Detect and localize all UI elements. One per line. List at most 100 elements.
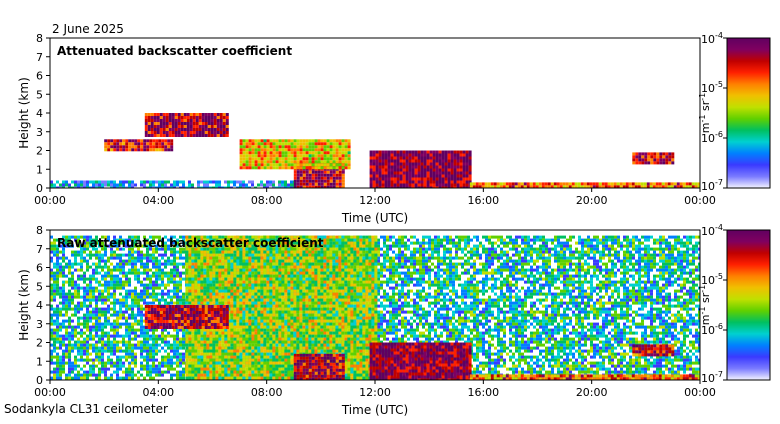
heatmap-cell: [179, 281, 182, 284]
heatmap-cell: [137, 293, 140, 296]
heatmap-cell: [113, 284, 116, 287]
heatmap-cell: [98, 296, 101, 299]
heatmap-cell: [176, 284, 179, 287]
heatmap-cell: [62, 281, 65, 284]
heatmap-cell: [249, 139, 252, 142]
heatmap-cell: [128, 272, 131, 275]
heatmap-cell: [155, 251, 158, 254]
heatmap-cell: [122, 139, 125, 142]
heatmap-cell: [163, 116, 166, 119]
heatmap-cell: [104, 362, 107, 365]
heatmap-cell: [158, 293, 161, 296]
heatmap-cell: [321, 183, 324, 186]
heatmap-cell: [345, 160, 348, 163]
heatmap-cell: [554, 182, 557, 185]
heatmap-cell: [197, 181, 200, 184]
heatmap-cell: [261, 139, 264, 142]
heatmap-cell: [463, 163, 466, 166]
heatmap-cell: [656, 182, 659, 185]
heatmap-cell: [202, 113, 205, 116]
heatmap-cell: [113, 311, 116, 314]
heatmap-cell: [140, 254, 143, 257]
heatmap-cell: [56, 365, 59, 368]
heatmap-cell: [297, 142, 300, 145]
heatmap-cell: [65, 338, 68, 341]
heatmap-cell: [122, 272, 125, 275]
heatmap-cell: [297, 174, 300, 177]
heatmap-cell: [312, 148, 315, 151]
heatmap-cell: [418, 178, 421, 181]
heatmap-cell: [65, 356, 68, 359]
heatmap-cell: [176, 290, 179, 293]
heatmap-cell: [65, 305, 68, 308]
heatmap-cell: [370, 175, 373, 178]
heatmap-cell: [152, 335, 155, 338]
heatmap-cell: [488, 182, 491, 185]
heatmap-cell: [215, 181, 218, 184]
heatmap-cell: [264, 139, 267, 142]
heatmap-cell: [306, 157, 309, 160]
heatmap-cell: [92, 308, 95, 311]
heatmap-cell: [86, 344, 89, 347]
heatmap-cell: [157, 131, 160, 134]
heatmap-cell: [86, 299, 89, 302]
heatmap-cell: [403, 178, 406, 181]
heatmap-cell: [125, 326, 128, 329]
heatmap-cell: [236, 181, 239, 184]
heatmap-cell: [173, 347, 176, 350]
heatmap-cell: [167, 278, 170, 281]
heatmap-cell: [533, 182, 536, 185]
heatmap-cell: [155, 142, 158, 145]
heatmap-cell: [321, 154, 324, 157]
heatmap-cell: [445, 154, 448, 157]
heatmap-cell: [170, 142, 173, 145]
heatmap-cell: [336, 174, 339, 177]
heatmap-cell: [149, 347, 152, 350]
heatmap-cell: [176, 269, 179, 272]
heatmap-cell: [77, 353, 80, 356]
heatmap-cell: [158, 344, 161, 347]
heatmap-cell: [154, 128, 157, 131]
heatmap-cell: [306, 180, 309, 183]
heatmap-cell: [140, 335, 143, 338]
heatmap-cell: [264, 163, 267, 166]
heatmap-cell: [255, 148, 258, 151]
heatmap-cell: [309, 160, 312, 163]
heatmap-cell: [306, 171, 309, 174]
heatmap-cell: [62, 284, 65, 287]
heatmap-cell: [303, 154, 306, 157]
heatmap-cell: [125, 308, 128, 311]
heatmap-cell: [53, 332, 56, 335]
heatmap-cell: [297, 139, 300, 142]
heatmap-cell: [134, 338, 137, 341]
heatmap-cell: [385, 175, 388, 178]
heatmap-cell: [164, 299, 167, 302]
heatmap-cell: [376, 166, 379, 169]
heatmap-cell: [196, 116, 199, 119]
heatmap-cell: [59, 287, 62, 290]
heatmap-cell: [240, 151, 243, 154]
heatmap-cell: [190, 131, 193, 134]
heatmap-cell: [101, 350, 104, 353]
heatmap-cell: [68, 284, 71, 287]
heatmap-cell: [143, 148, 146, 151]
heatmap-cell: [160, 119, 163, 122]
heatmap-cell: [412, 169, 415, 172]
heatmap-cell: [662, 152, 665, 155]
heatmap-cell: [74, 347, 77, 350]
heatmap-cell: [92, 181, 95, 184]
heatmap-cell: [448, 154, 451, 157]
heatmap-cell: [122, 317, 125, 320]
heatmap-cell: [140, 356, 143, 359]
heatmap-cell: [128, 365, 131, 368]
heatmap-cell: [98, 353, 101, 356]
heatmap-cell: [382, 151, 385, 154]
heatmap-cell: [161, 362, 164, 365]
heatmap-cell: [321, 148, 324, 151]
heatmap-cell: [400, 160, 403, 163]
heatmap-cell: [146, 287, 149, 290]
heatmap-cell: [56, 326, 59, 329]
heatmap-cell: [294, 166, 297, 169]
heatmap-cell: [131, 359, 134, 362]
heatmap-cell: [427, 166, 430, 169]
